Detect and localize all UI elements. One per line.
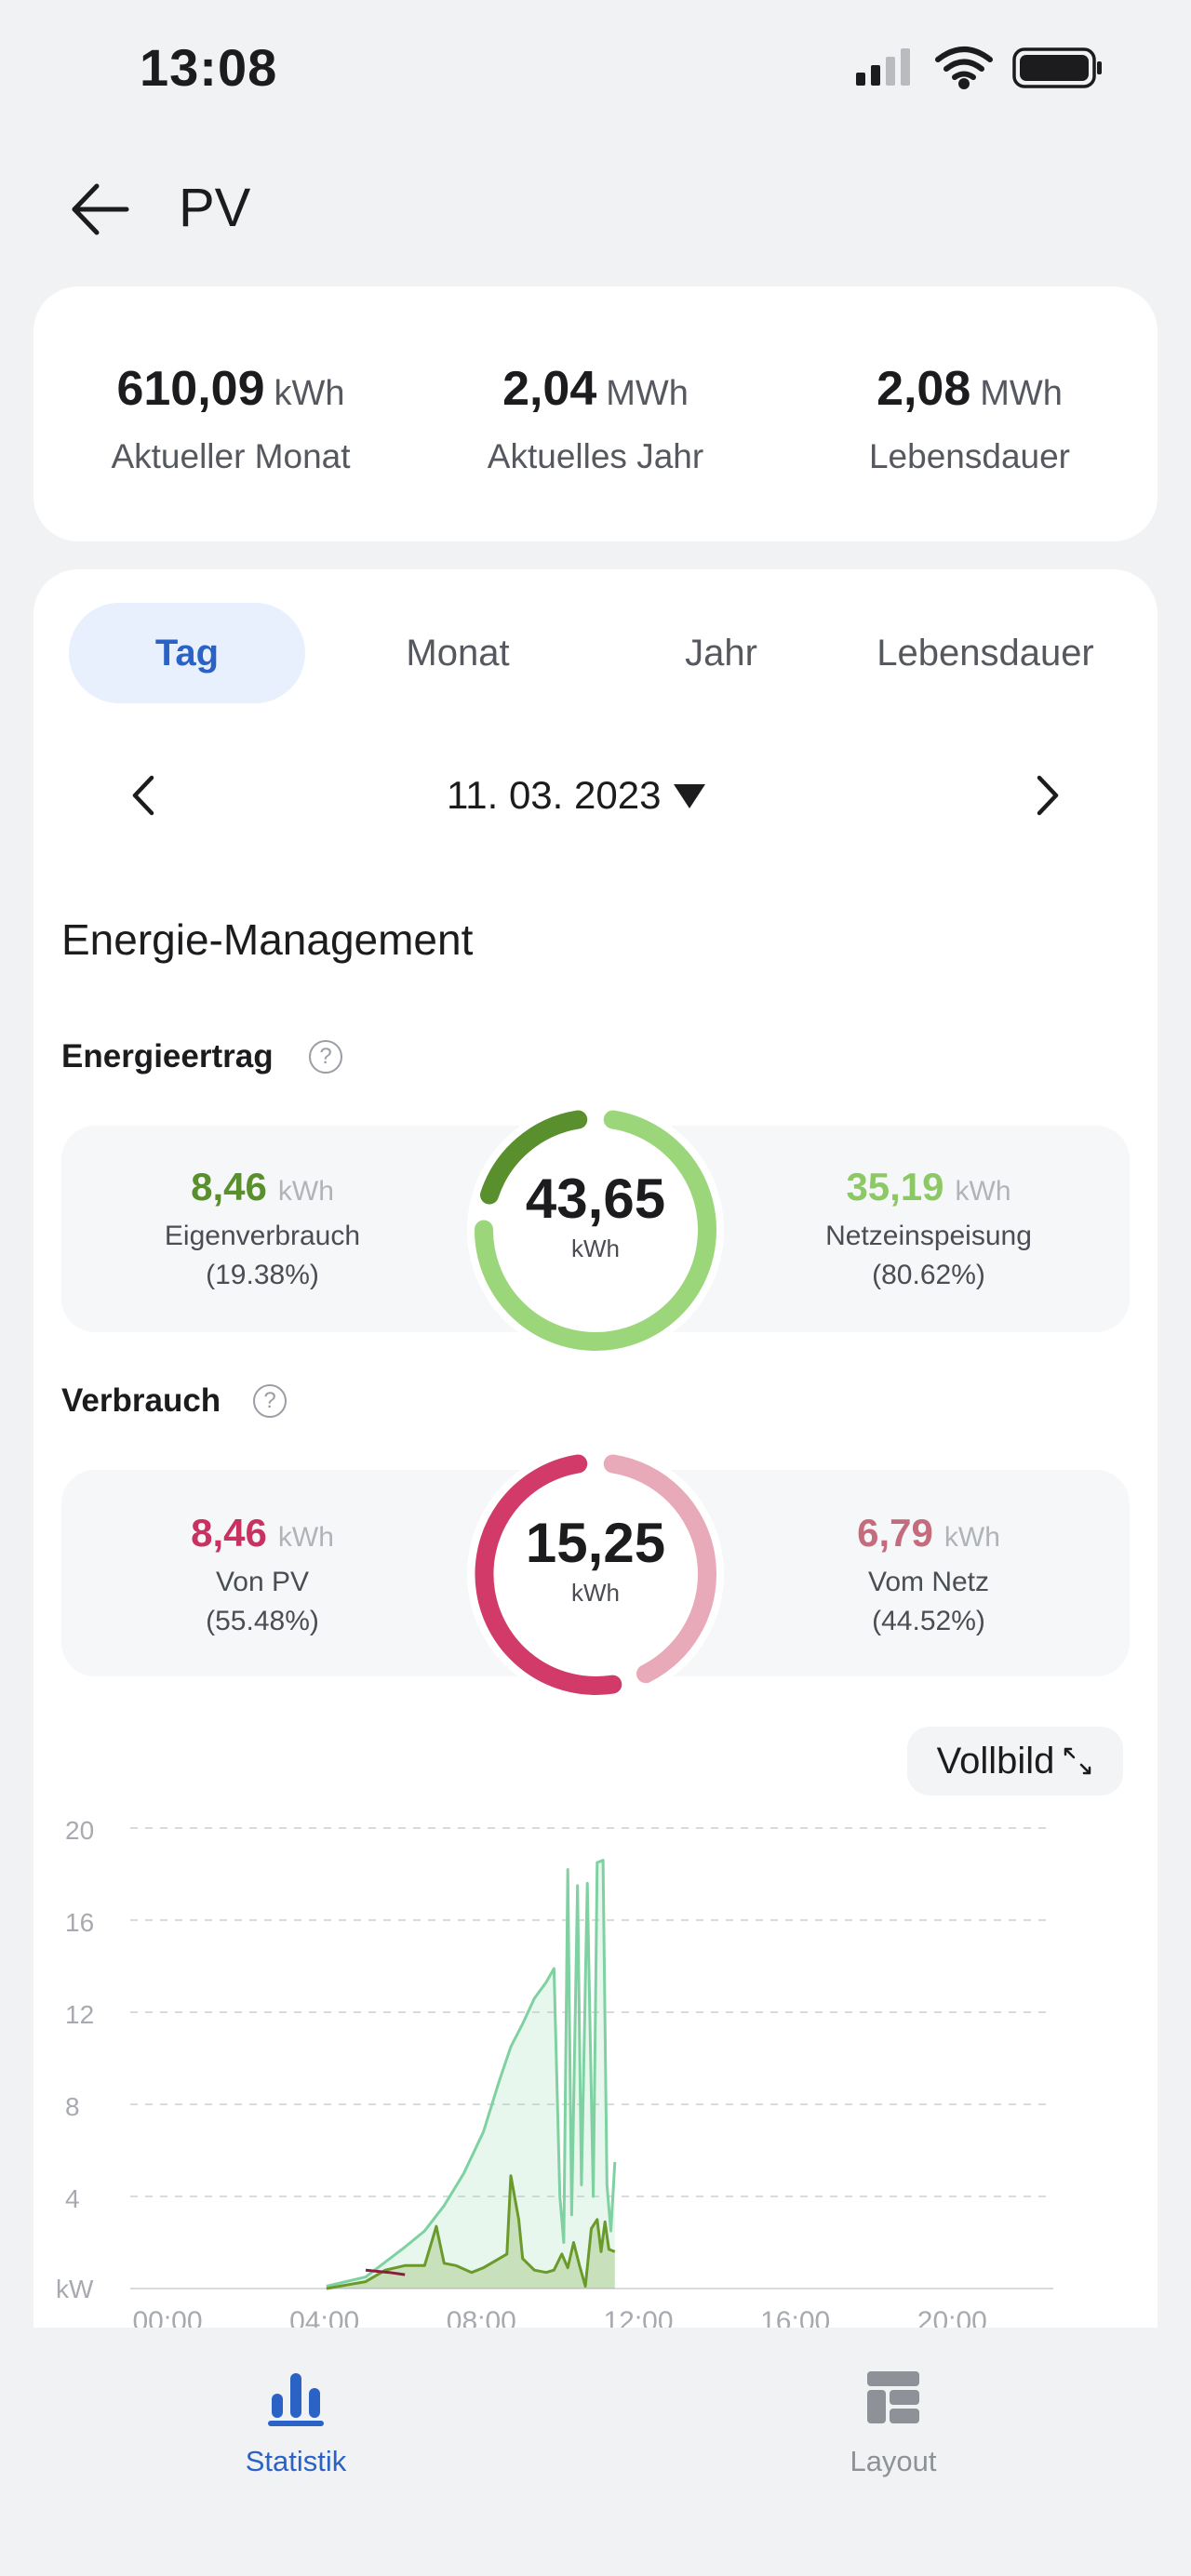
vom-netz-label: Vom Netz: [867, 1567, 990, 1597]
series-line-2: [365, 2268, 406, 2276]
von-pv-unit: kWh: [277, 1522, 334, 1553]
stat-unit: MWh: [606, 374, 689, 413]
bar-chart-icon: [268, 2373, 324, 2426]
summary-card: 610,09 kWh Aktueller Monat 2,04 MWh Aktuel…: [33, 287, 1158, 541]
nav-item-layout[interactable]: Layout: [754, 2368, 1033, 2478]
chevron-left-icon: [132, 775, 154, 816]
stat-value: 2,04: [502, 362, 597, 416]
y-tick-label: 16: [65, 1908, 94, 1937]
back-button[interactable]: [65, 177, 140, 242]
vom-netz-block: 6,79 kWh Vom Netz (44.52%): [752, 1511, 1105, 1641]
chevron-right-icon: [1037, 775, 1059, 816]
tab-year[interactable]: Jahr: [685, 633, 757, 674]
eigenverbrauch-arc: [480, 1110, 588, 1205]
energieertrag-title: Energieertrag: [61, 1038, 274, 1074]
eigenverbrauch-value: 8,46: [191, 1165, 267, 1208]
tab-day[interactable]: Tag: [69, 603, 305, 703]
date-selector[interactable]: 11. 03. 2023: [447, 767, 744, 824]
stat-current-month: 610,09 kWh Aktueller Monat: [54, 361, 408, 476]
caret-down-icon: [674, 784, 706, 808]
netzeinspeisung-percent: (80.62%): [872, 1260, 985, 1290]
status-icons: [856, 47, 1102, 89]
series-area-0: [326, 1860, 615, 2289]
y-tick-label: 12: [65, 2000, 94, 2029]
verbrauch-total: 15,25 kWh: [465, 1511, 726, 1608]
energieertrag-donut: [467, 1101, 724, 1358]
tab-lifetime[interactable]: Lebensdauer: [877, 633, 1094, 674]
stat-unit: kWh: [274, 374, 345, 413]
eigenverbrauch-unit: kWh: [277, 1176, 334, 1207]
help-icon[interactable]: ?: [309, 1040, 342, 1074]
netzeinspeisung-unit: kWh: [955, 1176, 1011, 1207]
stat-current-year: 2,04 MWh Aktuelles Jahr: [419, 361, 772, 476]
netzeinspeisung-label: Netzeinspeisung: [825, 1221, 1032, 1251]
section-title: Energie-Management: [61, 915, 474, 964]
netzeinspeisung-value: 35,19: [846, 1165, 944, 1208]
verbrauch-title: Verbrauch: [61, 1382, 221, 1419]
eigenverbrauch-percent: (19.38%): [206, 1260, 319, 1290]
stat-label: Aktueller Monat: [111, 437, 351, 475]
nav-label: Layout: [850, 2445, 937, 2477]
netzeinspeisung-arc: [474, 1110, 716, 1351]
verbrauch-donut: [467, 1446, 724, 1702]
y-axis-unit: kW: [56, 2275, 94, 2303]
energieertrag-total: 43,65 kWh: [465, 1167, 726, 1263]
verbrauch-total-value: 15,25: [525, 1512, 666, 1574]
stat-value: 610,09: [116, 362, 265, 416]
von-pv-label: Von PV: [215, 1567, 310, 1597]
series-line-0: [326, 1859, 617, 2288]
stat-lifetime: 2,08 MWh Lebensdauer: [793, 361, 1146, 476]
date-label: 11. 03. 2023: [447, 773, 662, 817]
nav-label: Statistik: [245, 2445, 347, 2477]
vom-netz-arc: [603, 1454, 716, 1684]
verbrauch-total-unit: kWh: [571, 1579, 620, 1607]
stat-unit: MWh: [980, 374, 1063, 413]
y-tick-label: 20: [65, 1816, 94, 1845]
expand-icon: [1064, 1747, 1091, 1775]
status-time: 13:08: [140, 38, 278, 97]
fullscreen-button[interactable]: Vollbild: [907, 1727, 1123, 1795]
battery-icon: [1012, 47, 1102, 88]
von-pv-value: 8,46: [191, 1511, 267, 1555]
eigenverbrauch-label: Eigenverbrauch: [164, 1221, 361, 1251]
next-date-button[interactable]: [1024, 772, 1070, 819]
von-pv-percent: (55.48%): [206, 1606, 319, 1636]
stat-label: Aktuelles Jahr: [487, 437, 704, 475]
vom-netz-unit: kWh: [943, 1522, 1000, 1553]
series-line-1: [326, 2174, 616, 2290]
page-title: PV: [179, 178, 251, 238]
energieertrag-total-unit: kWh: [571, 1235, 620, 1262]
signal-icon: [856, 48, 910, 86]
von-pv-arc: [475, 1454, 622, 1695]
vom-netz-percent: (44.52%): [872, 1606, 985, 1636]
arrow-left-icon: [72, 183, 129, 235]
layout-icon: [867, 2371, 919, 2423]
stat-label: Lebensdauer: [868, 437, 1071, 475]
wifi-icon: [935, 47, 993, 89]
netzeinspeisung-block: 35,19 kWh Netzeinspeisung (80.62%): [752, 1165, 1105, 1295]
energieertrag-total-value: 43,65: [525, 1168, 666, 1230]
stat-value: 2,08: [877, 362, 971, 416]
help-icon[interactable]: ?: [253, 1384, 287, 1418]
vom-netz-value: 6,79: [857, 1511, 933, 1555]
bottom-nav: [0, 2328, 1191, 2576]
previous-date-button[interactable]: [121, 772, 167, 819]
eigenverbrauch-block: 8,46 kWh Eigenverbrauch (19.38%): [86, 1165, 439, 1295]
tab-month[interactable]: Monat: [406, 633, 510, 674]
nav-item-statistik[interactable]: Statistik: [156, 2368, 435, 2478]
fullscreen-label: Vollbild: [936, 1740, 1055, 1782]
von-pv-block: 8,46 kWh Von PV (55.48%): [86, 1511, 439, 1641]
y-tick-label: 8: [65, 2092, 80, 2121]
y-tick-label: 4: [65, 2184, 80, 2213]
